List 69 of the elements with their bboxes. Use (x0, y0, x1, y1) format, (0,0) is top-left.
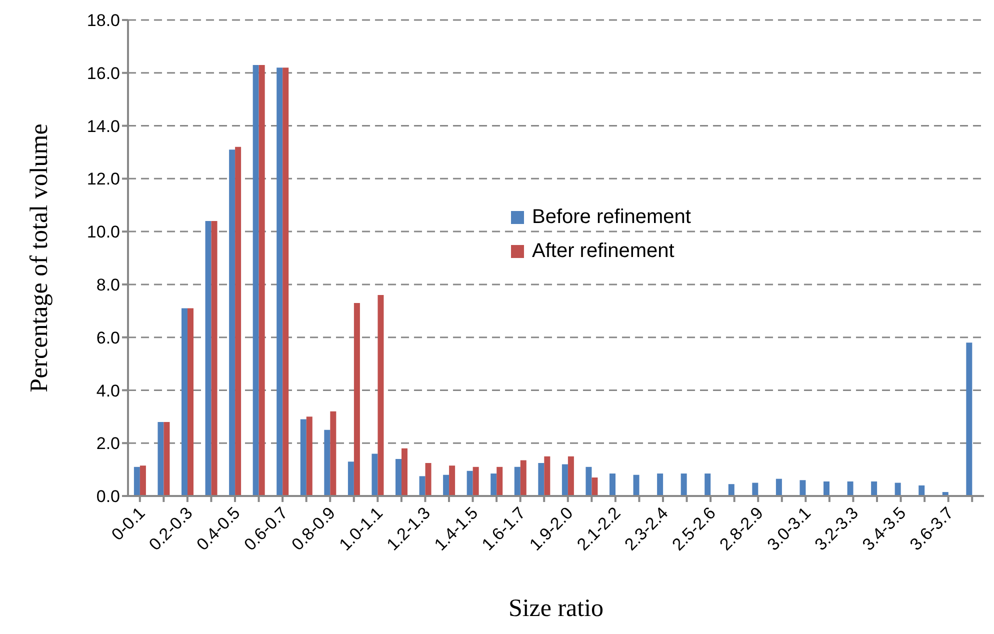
bar (800, 480, 806, 496)
y-tick-label: 16.0 (86, 64, 120, 83)
bar (443, 474, 450, 496)
bar (306, 416, 312, 496)
bar (544, 456, 550, 496)
bar (158, 422, 164, 496)
bar (847, 481, 854, 496)
bar (568, 456, 574, 496)
bar (538, 462, 544, 496)
bar (282, 68, 289, 496)
bar (419, 476, 426, 496)
bar (918, 485, 925, 496)
bar (402, 448, 408, 496)
bar (134, 466, 140, 496)
bar (776, 478, 782, 496)
bar (466, 470, 473, 496)
bar (704, 474, 711, 496)
y-axis-title: Percentage of total volume (26, 124, 53, 392)
bar (562, 464, 568, 496)
bar (300, 419, 306, 496)
bar (610, 474, 616, 496)
bar (752, 482, 758, 496)
bar (728, 484, 734, 496)
bar (182, 308, 188, 496)
bar (514, 466, 520, 496)
bar (205, 220, 212, 496)
bar (164, 422, 170, 496)
y-tick-label: 2.0 (96, 434, 120, 454)
bar (586, 466, 592, 496)
bar (657, 474, 664, 496)
y-tick-label: 14.0 (86, 116, 120, 136)
bar (680, 474, 687, 496)
x-axis-title: Size ratio (508, 595, 604, 622)
bar (140, 466, 146, 496)
y-tick-label: 6.0 (96, 328, 120, 348)
bar (496, 466, 503, 496)
bar (188, 308, 194, 496)
bar (235, 146, 242, 496)
bar (871, 481, 878, 496)
bar (592, 477, 598, 496)
bar (378, 295, 384, 496)
legend-label: After refinement (532, 240, 674, 262)
bar (324, 430, 330, 496)
bar (258, 64, 265, 496)
y-tick-label: 12.0 (86, 170, 120, 189)
bar (520, 460, 526, 496)
bar (396, 458, 402, 496)
bar (372, 454, 378, 496)
bar (330, 411, 336, 496)
bar (252, 64, 259, 496)
legend-label: Before refinement (532, 206, 691, 228)
bar (633, 474, 640, 496)
bar (472, 466, 479, 496)
y-tick-label: 0.0 (96, 487, 120, 506)
bar (354, 302, 360, 496)
bar (348, 462, 354, 496)
bar (229, 150, 236, 496)
bar (276, 68, 283, 496)
bar (490, 474, 497, 496)
bar (824, 481, 830, 496)
y-tick-label: 18.0 (86, 11, 120, 30)
y-tick-label: 4.0 (96, 381, 120, 400)
y-tick-label: 10.0 (86, 222, 120, 242)
bar (966, 342, 972, 496)
bar (425, 462, 432, 496)
bar (894, 482, 901, 496)
bar (449, 466, 456, 496)
y-tick-label: 8.0 (96, 275, 120, 294)
bar (211, 220, 218, 496)
